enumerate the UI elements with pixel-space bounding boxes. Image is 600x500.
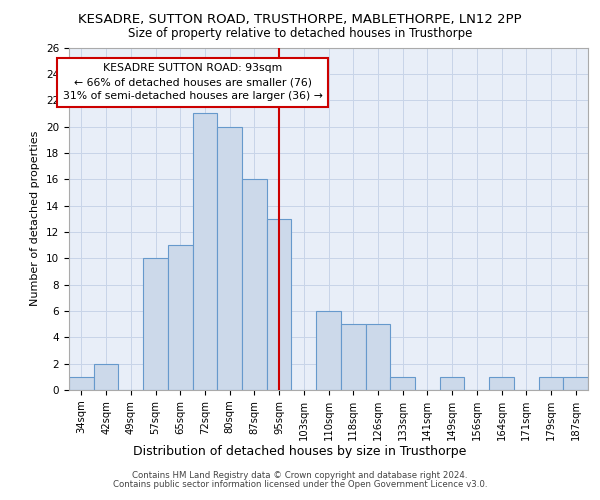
Bar	[168, 245, 193, 390]
Bar	[365, 324, 390, 390]
Bar	[69, 377, 94, 390]
Bar	[193, 114, 217, 390]
Bar	[242, 179, 267, 390]
Bar	[267, 219, 292, 390]
Text: Distribution of detached houses by size in Trusthorpe: Distribution of detached houses by size …	[133, 444, 467, 458]
Bar	[440, 377, 464, 390]
Text: KESADRE SUTTON ROAD: 93sqm
← 66% of detached houses are smaller (76)
31% of semi: KESADRE SUTTON ROAD: 93sqm ← 66% of deta…	[62, 64, 323, 102]
Bar	[341, 324, 365, 390]
Bar	[563, 377, 588, 390]
Bar	[316, 311, 341, 390]
Text: Contains HM Land Registry data © Crown copyright and database right 2024.: Contains HM Land Registry data © Crown c…	[132, 471, 468, 480]
Bar	[390, 377, 415, 390]
Bar	[143, 258, 168, 390]
Y-axis label: Number of detached properties: Number of detached properties	[31, 131, 40, 306]
Text: KESADRE, SUTTON ROAD, TRUSTHORPE, MABLETHORPE, LN12 2PP: KESADRE, SUTTON ROAD, TRUSTHORPE, MABLET…	[78, 12, 522, 26]
Bar	[489, 377, 514, 390]
Bar	[539, 377, 563, 390]
Bar	[217, 126, 242, 390]
Text: Size of property relative to detached houses in Trusthorpe: Size of property relative to detached ho…	[128, 28, 472, 40]
Bar	[94, 364, 118, 390]
Text: Contains public sector information licensed under the Open Government Licence v3: Contains public sector information licen…	[113, 480, 487, 489]
